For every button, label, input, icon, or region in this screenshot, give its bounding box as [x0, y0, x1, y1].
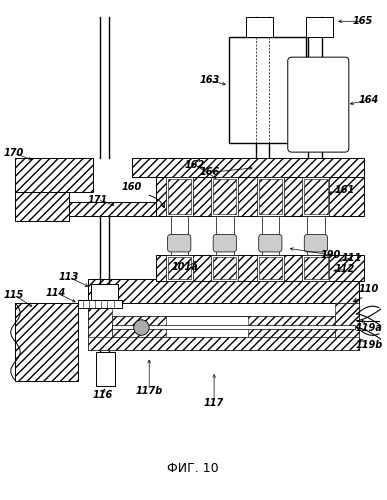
- Bar: [304, 257, 327, 279]
- Bar: [88, 279, 360, 303]
- Bar: [262, 216, 279, 240]
- Bar: [211, 178, 238, 216]
- Text: 119a: 119a: [356, 322, 383, 332]
- Bar: [257, 178, 284, 216]
- Bar: [259, 180, 282, 214]
- Text: 116: 116: [92, 390, 113, 400]
- Bar: [259, 257, 282, 279]
- Text: 160: 160: [122, 182, 142, 192]
- Text: 117b: 117b: [135, 386, 163, 396]
- Bar: [262, 245, 279, 255]
- Bar: [302, 178, 329, 216]
- Bar: [248, 316, 335, 337]
- Text: 190: 190: [320, 250, 341, 260]
- Text: 114: 114: [46, 288, 66, 298]
- Bar: [132, 158, 364, 178]
- Bar: [213, 180, 236, 214]
- Bar: [88, 337, 360, 350]
- Text: 101a: 101a: [171, 262, 199, 272]
- Bar: [96, 352, 115, 386]
- Bar: [171, 245, 188, 255]
- Bar: [156, 255, 364, 281]
- Bar: [229, 37, 306, 144]
- Text: 166: 166: [199, 168, 219, 177]
- Text: 171: 171: [88, 194, 108, 204]
- Bar: [307, 216, 325, 240]
- Bar: [302, 255, 329, 281]
- Bar: [306, 18, 333, 37]
- Text: 119b: 119b: [356, 340, 383, 350]
- Bar: [15, 158, 93, 192]
- Text: 161: 161: [335, 185, 355, 195]
- Text: 164: 164: [359, 95, 379, 105]
- Text: 163: 163: [199, 76, 219, 86]
- Bar: [91, 284, 118, 305]
- Bar: [211, 255, 238, 281]
- FancyBboxPatch shape: [259, 234, 282, 252]
- Text: 111: 111: [342, 253, 362, 263]
- Bar: [112, 316, 166, 337]
- Bar: [79, 300, 122, 308]
- Text: 113: 113: [59, 272, 79, 282]
- Text: 170: 170: [3, 148, 24, 158]
- Text: ФИГ. 10: ФИГ. 10: [167, 462, 219, 474]
- Bar: [88, 304, 112, 350]
- Circle shape: [134, 320, 149, 336]
- Bar: [168, 180, 191, 214]
- FancyBboxPatch shape: [304, 234, 327, 252]
- Text: 112: 112: [335, 264, 355, 274]
- Bar: [15, 192, 69, 221]
- Bar: [15, 304, 79, 381]
- Bar: [246, 18, 273, 37]
- Text: 165: 165: [352, 16, 373, 26]
- Bar: [168, 257, 191, 279]
- Bar: [69, 202, 156, 216]
- Bar: [304, 180, 327, 214]
- Bar: [216, 245, 233, 255]
- Text: 110: 110: [359, 284, 379, 294]
- FancyBboxPatch shape: [168, 234, 191, 252]
- Bar: [166, 255, 193, 281]
- FancyBboxPatch shape: [288, 57, 349, 152]
- Bar: [307, 245, 325, 255]
- Text: 162: 162: [185, 160, 205, 170]
- Bar: [335, 304, 360, 350]
- Text: 117: 117: [204, 398, 224, 408]
- Bar: [112, 316, 335, 337]
- Bar: [112, 324, 354, 330]
- FancyBboxPatch shape: [213, 234, 236, 252]
- Bar: [88, 304, 360, 350]
- Bar: [257, 255, 284, 281]
- Bar: [216, 216, 233, 240]
- Bar: [171, 216, 188, 240]
- Bar: [156, 178, 364, 216]
- Bar: [213, 257, 236, 279]
- Text: 115: 115: [3, 290, 24, 300]
- Bar: [166, 178, 193, 216]
